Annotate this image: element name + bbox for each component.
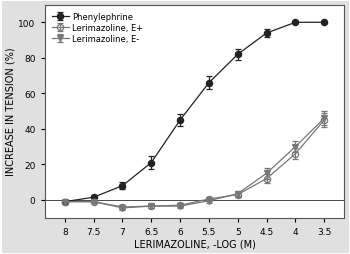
X-axis label: LERIMAZOLINE, -LOG (M): LERIMAZOLINE, -LOG (M): [134, 239, 256, 248]
Legend: Phenylephrine, Lerimazoline, E+, Lerimazoline, E-: Phenylephrine, Lerimazoline, E+, Lerimaz…: [48, 9, 147, 48]
Y-axis label: INCREASE IN TENSION (%): INCREASE IN TENSION (%): [6, 47, 15, 176]
